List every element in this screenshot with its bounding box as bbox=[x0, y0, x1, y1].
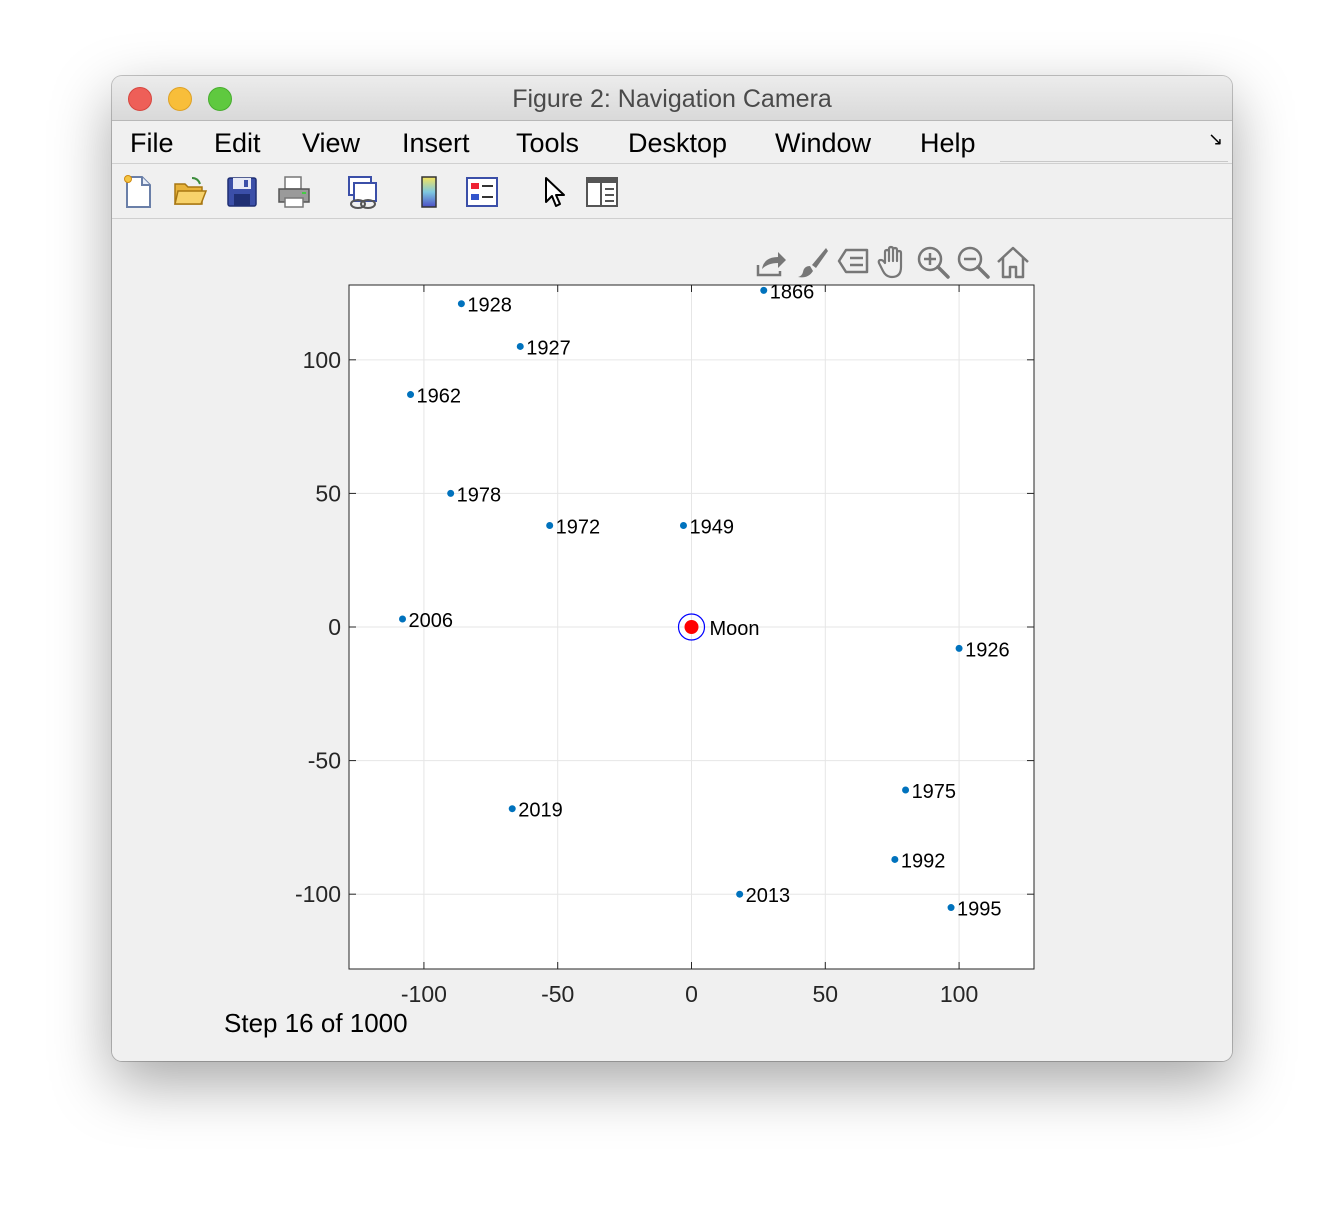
data-point-1992[interactable] bbox=[891, 855, 899, 863]
export-icon[interactable] bbox=[752, 243, 790, 281]
data-point-1975[interactable] bbox=[902, 786, 910, 794]
x-tick-label: 0 bbox=[685, 981, 698, 1007]
y-tick-label: 0 bbox=[328, 614, 341, 640]
data-label: 1975 bbox=[912, 781, 957, 803]
data-point-1962[interactable] bbox=[407, 391, 415, 399]
link-plot-icon[interactable] bbox=[344, 174, 380, 210]
menu-help[interactable]: Help bbox=[920, 128, 976, 158]
data-label: 1962 bbox=[417, 386, 462, 408]
data-label: 1927 bbox=[526, 337, 571, 359]
data-label: 2006 bbox=[409, 610, 454, 632]
step-counter: Step 16 of 1000 bbox=[224, 1008, 408, 1038]
moon-ring bbox=[677, 613, 706, 641]
data-point-1949[interactable] bbox=[679, 521, 687, 529]
y-tick-label: -100 bbox=[295, 881, 341, 907]
data-tips-icon[interactable] bbox=[834, 243, 872, 281]
dock-arrow-icon[interactable]: ↘ bbox=[1208, 129, 1224, 149]
y-tick-label: 100 bbox=[303, 347, 341, 373]
x-tick-label: 100 bbox=[940, 981, 978, 1007]
figure-toolbar bbox=[112, 164, 1232, 219]
data-point-1926[interactable] bbox=[955, 644, 963, 652]
scatter-plot[interactable]: -100 -50 0 50 100 -100 -50 0 50 100 1866 1928 1927 19… bbox=[112, 76, 1232, 1061]
menu-insert[interactable]: Insert bbox=[402, 128, 470, 158]
insert-colorbar-icon[interactable] bbox=[412, 174, 448, 210]
x-tick-label: -50 bbox=[541, 981, 574, 1007]
close-window-button[interactable] bbox=[128, 87, 152, 111]
data-label: 2013 bbox=[746, 885, 791, 907]
data-point-1978[interactable] bbox=[447, 489, 455, 497]
menu-tools[interactable]: Tools bbox=[516, 128, 580, 158]
data-label: 1972 bbox=[556, 516, 601, 538]
data-label: 1992 bbox=[901, 850, 946, 872]
menu-desktop[interactable]: Desktop bbox=[628, 128, 728, 158]
open-file-icon[interactable] bbox=[172, 174, 208, 210]
save-icon[interactable] bbox=[224, 174, 260, 210]
window-title: Figure 2: Navigation Camera bbox=[512, 85, 832, 113]
data-point-1866[interactable] bbox=[760, 286, 768, 294]
y-tick-label: -50 bbox=[308, 748, 341, 774]
x-tick-label: 50 bbox=[812, 981, 838, 1007]
data-label: 2019 bbox=[518, 800, 563, 822]
data-label: 1866 bbox=[770, 281, 815, 303]
data-point-1927[interactable] bbox=[516, 342, 524, 350]
data-point-2013[interactable] bbox=[736, 890, 744, 898]
property-inspector-icon[interactable] bbox=[584, 174, 620, 210]
data-label: 1995 bbox=[957, 899, 1002, 921]
moon-marker[interactable] bbox=[684, 620, 699, 634]
zoom-in-icon[interactable] bbox=[914, 243, 952, 281]
data-label: 1949 bbox=[689, 516, 734, 538]
data-label: 1928 bbox=[467, 295, 512, 317]
insert-legend-icon[interactable] bbox=[464, 174, 500, 210]
print-icon[interactable] bbox=[276, 174, 312, 210]
menu-edit[interactable]: Edit bbox=[214, 128, 261, 158]
menu-file[interactable]: File bbox=[130, 128, 174, 158]
home-icon[interactable] bbox=[994, 243, 1032, 281]
x-tick-label: -100 bbox=[401, 981, 447, 1007]
data-point-1972[interactable] bbox=[546, 521, 554, 529]
y-tick-label: 50 bbox=[315, 480, 341, 506]
data-label: 1978 bbox=[457, 484, 502, 506]
menu-bar: File Edit View Insert Tools Desktop Wind… bbox=[112, 121, 1232, 164]
data-label: 1926 bbox=[965, 639, 1010, 661]
menu-window[interactable]: Window bbox=[775, 128, 872, 158]
zoom-window-button[interactable] bbox=[208, 87, 232, 111]
pan-icon[interactable] bbox=[874, 243, 912, 281]
edit-plot-icon[interactable] bbox=[536, 174, 572, 210]
title-bar[interactable]: Figure 2: Navigation Camera bbox=[112, 76, 1232, 121]
data-point-2006[interactable] bbox=[399, 615, 407, 623]
brush-icon[interactable] bbox=[794, 243, 832, 281]
moon-label: Moon bbox=[710, 618, 760, 640]
data-point-1928[interactable] bbox=[457, 300, 465, 308]
data-point-1995[interactable] bbox=[947, 904, 955, 912]
new-figure-icon[interactable] bbox=[120, 174, 156, 210]
menu-view[interactable]: View bbox=[302, 128, 361, 158]
data-point-2019[interactable] bbox=[508, 805, 516, 813]
minimize-window-button[interactable] bbox=[168, 87, 192, 111]
figure-window: Figure 2: Navigation Camera File Edit Vi… bbox=[112, 76, 1232, 1061]
zoom-out-icon[interactable] bbox=[954, 243, 992, 281]
menu-divider bbox=[1000, 161, 1228, 162]
